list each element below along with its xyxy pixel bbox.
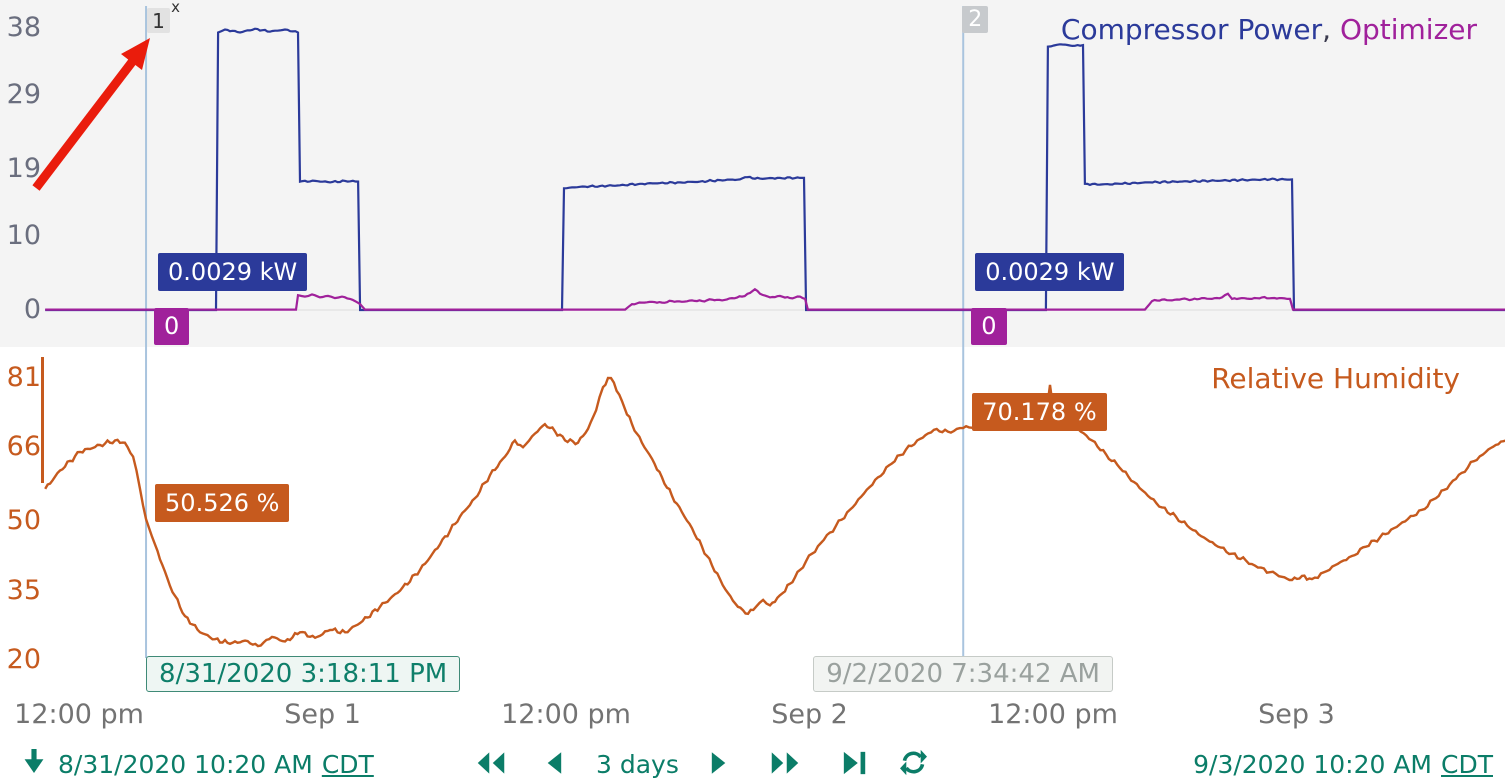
cursor-1-close-icon[interactable]: x bbox=[171, 0, 181, 16]
power-y-tick: 29 bbox=[6, 78, 41, 110]
legend-compressor-power[interactable]: Compressor Power bbox=[1060, 13, 1323, 46]
power-y-tick: 19 bbox=[6, 153, 41, 184]
annotation-arrow bbox=[32, 59, 136, 191]
power-y-tick: 10 bbox=[6, 219, 41, 251]
cursor-1-humidity-tooltip: 50.526 % bbox=[155, 483, 290, 522]
legend-relative-humidity[interactable]: Relative Humidity bbox=[1211, 362, 1460, 395]
x-axis-label: Sep 2 bbox=[771, 699, 848, 730]
x-axis-label: 12:00 pm bbox=[501, 699, 631, 730]
cursor-2-number: 2 bbox=[968, 7, 983, 32]
x-axis-label: 12:00 pm bbox=[988, 699, 1118, 730]
range-end-label: 9/3/2020 10:20 AM bbox=[1193, 750, 1433, 779]
skip-to-now-icon[interactable] bbox=[842, 750, 868, 776]
cursor-2-power-tooltip: 0.0029 kW bbox=[975, 253, 1125, 291]
range-start-date[interactable]: 8/31/2020 10:20 AM CDT bbox=[58, 750, 374, 779]
page-back-icon[interactable] bbox=[476, 750, 506, 776]
range-start-label: 8/31/2020 10:20 AM bbox=[58, 750, 313, 779]
cursor-1-marker[interactable]: 1 x bbox=[147, 0, 180, 33]
scroll-down-icon[interactable] bbox=[22, 747, 46, 775]
cursor-2-optimizer-tooltip: 0 bbox=[971, 308, 1007, 345]
x-axis-label: 12:00 pm bbox=[14, 699, 144, 730]
compressor-power-line bbox=[45, 27, 1505, 312]
legend-optimizer[interactable]: Optimizer bbox=[1339, 13, 1477, 46]
humidity-y-tick: 66 bbox=[6, 431, 41, 463]
cursor-2-humidity-tooltip: 70.178 % bbox=[972, 393, 1107, 432]
cursor-1-optimizer-tooltip: 0 bbox=[154, 308, 190, 345]
step-forward-icon[interactable] bbox=[710, 750, 728, 776]
humidity-y-tick: 81 bbox=[6, 361, 41, 393]
timezone-link-end[interactable]: CDT bbox=[1441, 750, 1493, 779]
range-end-date[interactable]: 9/3/2020 10:20 AM CDT bbox=[1193, 750, 1493, 779]
power-y-tick: 38 bbox=[6, 12, 41, 43]
cursor-1-timestamp: 8/31/2020 3:18:11 PM bbox=[146, 656, 461, 692]
relative-humidity-line bbox=[44, 376, 1505, 648]
cursor-2-marker[interactable]: 2 bbox=[962, 6, 989, 33]
cursor-1-power-tooltip: 0.0029 kW bbox=[158, 253, 308, 291]
step-back-icon[interactable] bbox=[545, 750, 563, 776]
timebar: 8/31/2020 10:20 AM CDT 3 days 9/3/2020 10… bbox=[0, 742, 1505, 784]
x-axis-label: Sep 1 bbox=[284, 699, 361, 730]
chart-legend: Compressor Power, Optimizer bbox=[1061, 13, 1477, 46]
humidity-y-tick: 35 bbox=[6, 574, 41, 606]
humidity-y-tick: 50 bbox=[6, 505, 41, 537]
legend-separator: , bbox=[1322, 13, 1340, 46]
page-forward-icon[interactable] bbox=[770, 750, 800, 776]
optimizer-line bbox=[45, 287, 1505, 311]
range-duration-button[interactable]: 3 days bbox=[596, 750, 679, 779]
refresh-icon[interactable] bbox=[900, 749, 927, 776]
timezone-link-start[interactable]: CDT bbox=[321, 750, 374, 779]
cursor-2-timestamp: 9/2/2020 7:34:42 AM bbox=[813, 656, 1113, 692]
cursor-1-number: 1 bbox=[152, 8, 165, 33]
annotation-arrow-head bbox=[121, 38, 150, 70]
humidity-y-tick: 20 bbox=[6, 644, 41, 675]
x-axis-label: Sep 3 bbox=[1258, 699, 1335, 730]
power-y-tick: 0 bbox=[23, 294, 41, 325]
